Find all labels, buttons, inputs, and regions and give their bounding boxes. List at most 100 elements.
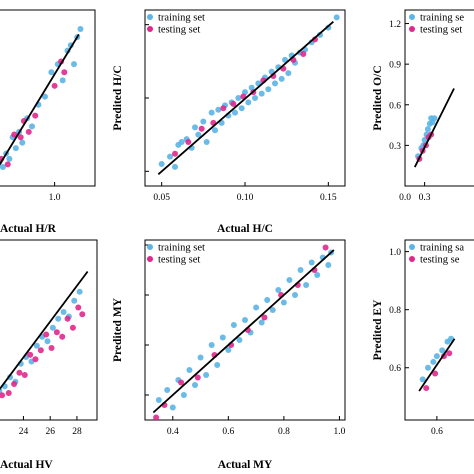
testing-point (261, 314, 268, 321)
legend-testing-label: testing set (420, 25, 462, 36)
y-axis-title: Predited O/C (372, 65, 384, 130)
training-point (297, 267, 304, 273)
x-tick-label: 0.6 (431, 427, 443, 437)
x-tick-label: 1.0 (49, 193, 61, 203)
legend-testing-marker (409, 26, 415, 32)
training-point (275, 287, 282, 293)
testing-point (11, 381, 18, 387)
testing-point (194, 374, 201, 381)
testing-point (21, 372, 28, 378)
training-point (203, 139, 210, 145)
y-tick-label: 0.8 (389, 306, 401, 316)
training-point (71, 297, 78, 304)
training-point (245, 99, 252, 106)
training-point (219, 334, 226, 341)
x-tick-label: 0.0 (399, 193, 411, 203)
testing-point (25, 128, 32, 135)
training-point (197, 354, 204, 361)
plot-frame (0, 239, 98, 421)
x-tick-label: 1.0 (334, 427, 346, 437)
data-points (414, 88, 455, 168)
training-point (55, 315, 62, 322)
training-point (303, 282, 310, 288)
testing-point (446, 350, 453, 357)
training-point (48, 69, 55, 76)
testing-point (64, 315, 71, 322)
training-point (155, 397, 162, 403)
testing-point (61, 69, 68, 76)
training-point (71, 61, 77, 68)
panel-hr: 1.0 Actual H/R (0, 9, 96, 235)
training-point (44, 338, 51, 345)
legend-testing-label: testing se (420, 255, 460, 266)
testing-point (32, 356, 39, 363)
training-point (425, 364, 432, 371)
training-point (439, 347, 446, 354)
plot-frame (404, 9, 474, 187)
x-tick-label: 0.8 (278, 427, 290, 437)
fit-line (0, 33, 80, 166)
training-point (264, 297, 271, 303)
training-point (76, 288, 83, 295)
x-axis-title: Actual HV (0, 459, 53, 471)
plot-frame (144, 239, 346, 421)
training-point (172, 163, 178, 170)
training-point (192, 382, 198, 388)
training-point (12, 145, 19, 152)
testing-point (59, 333, 66, 340)
testing-point (432, 370, 439, 377)
testing-point (27, 351, 34, 358)
legend-training-label: training sa (420, 243, 464, 254)
training-point (252, 95, 258, 101)
testing-point (69, 324, 76, 331)
training-point (419, 376, 426, 383)
y-tick-label: 0.3 (389, 142, 401, 152)
training-point (77, 25, 84, 32)
training-point (325, 24, 332, 31)
data-points (418, 335, 456, 392)
training-point (258, 319, 265, 326)
testing-point (185, 139, 192, 145)
training-point (167, 153, 173, 160)
panel-hv: 24 26 28 Actual HV (0, 239, 98, 471)
y-tick-label: 1.0 (389, 248, 401, 258)
testing-point (79, 311, 86, 318)
training-point (430, 358, 437, 365)
training-point (292, 292, 298, 298)
training-point (164, 387, 171, 393)
legend-training-label: training se (420, 13, 464, 24)
training-point (214, 362, 221, 368)
testing-point (300, 51, 307, 57)
testing-point (16, 369, 23, 376)
training-point (169, 404, 176, 411)
y-axis-title: Predited MY (112, 297, 124, 362)
y-axis-title: Predited EY (372, 299, 384, 360)
training-point (208, 109, 215, 116)
training-point (285, 70, 292, 77)
training-point (278, 75, 285, 82)
training-point (269, 307, 276, 313)
training-point (215, 106, 222, 113)
testing-point (220, 105, 227, 112)
testing-point (5, 390, 12, 396)
testing-point (17, 134, 24, 141)
testing-point (48, 345, 55, 351)
training-point (242, 317, 248, 323)
testing-point (0, 392, 6, 399)
x-tick-label: 0.6 (222, 427, 234, 437)
legend-testing-label: testing set (158, 25, 200, 36)
training-point (236, 337, 243, 343)
data-points (157, 14, 340, 175)
testing-point (198, 125, 205, 132)
legend-training-marker (147, 244, 153, 250)
training-point (200, 118, 207, 125)
training-point (49, 324, 56, 331)
x-tick-label: 0.3 (419, 193, 431, 203)
fit-line (0, 270, 89, 391)
x-axis-title: Actual H/R (0, 223, 57, 235)
training-point (258, 90, 265, 97)
y-axis-title: Predited H/C (112, 65, 124, 130)
legend-testing-marker (147, 256, 153, 262)
legend-training-label: training set (158, 243, 205, 254)
